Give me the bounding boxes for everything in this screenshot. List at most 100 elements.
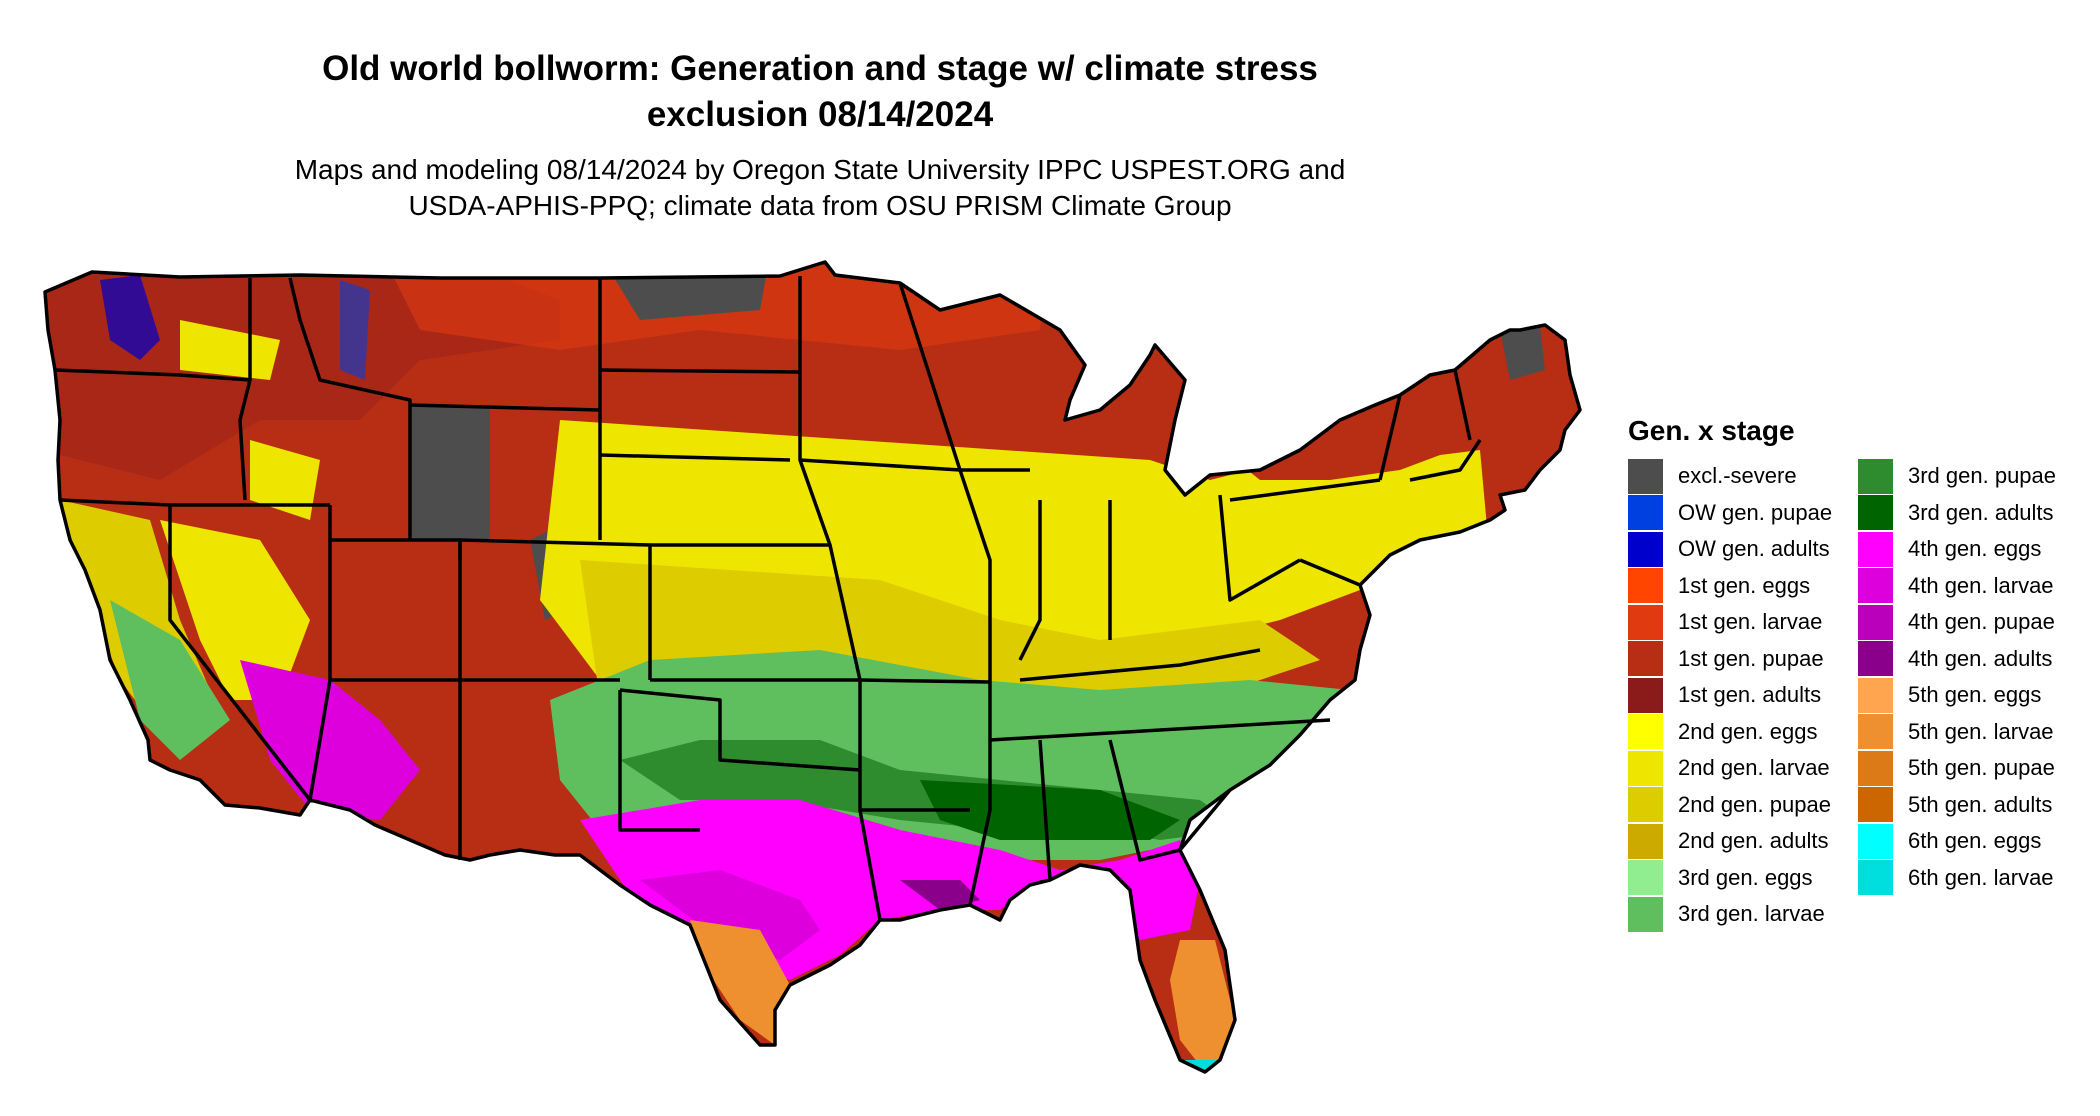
zone-4th-adults-louisiana [900, 880, 980, 910]
border-ny-vt [1378, 394, 1402, 481]
legend-swatch [1628, 568, 1663, 604]
legend-swatch [1858, 495, 1893, 531]
legend-item: 2nd gen. pupae [1628, 787, 1832, 824]
legend-label: 1st gen. eggs [1678, 572, 1811, 598]
legend-label: 4th gen. eggs [1908, 536, 2042, 562]
legend-swatch [1858, 787, 1893, 823]
legend-item: OW gen. adults [1628, 531, 1832, 568]
legend-label: 5th gen. larvae [1908, 718, 2054, 744]
legend-swatch [1628, 495, 1663, 531]
zone-1st-pupae-utah [330, 560, 460, 660]
border-mississippi-river [958, 469, 992, 906]
legend-item: 6th gen. eggs [1858, 823, 2056, 860]
legend-label: 3rd gen. larvae [1678, 901, 1825, 927]
zone-4th-larvae-texas [640, 870, 820, 960]
legend-item: 2nd gen. larvae [1628, 750, 1832, 787]
zone-5th-larvae-florida [1170, 940, 1235, 1072]
legend-item: 3rd gen. pupae [1858, 458, 2056, 495]
legend-label: 3rd gen. eggs [1678, 864, 1813, 890]
legend-swatch [1858, 750, 1893, 786]
legend-item: 2nd gen. eggs [1628, 714, 1832, 751]
zone-5th-larvae-south-texas [690, 920, 790, 1045]
legend-label: 2nd gen. eggs [1678, 718, 1818, 744]
border-wi-west [898, 282, 962, 471]
legend-label: 5th gen. adults [1908, 791, 2053, 817]
legend-item: 4th gen. pupae [1858, 604, 2056, 641]
border-mn-ia-mo [798, 276, 862, 681]
zone-ow-pupae-rockies [340, 280, 370, 380]
legend-label: 5th gen. pupae [1908, 755, 2055, 781]
legend-label: 1st gen. pupae [1678, 645, 1824, 671]
border-oh-pa-wv [1218, 494, 1301, 602]
border-id-west [238, 278, 252, 501]
legend-item: 3rd gen. eggs [1628, 860, 1832, 897]
border-ok-tx [619, 688, 861, 772]
legend-label: 4th gen. pupae [1908, 609, 2055, 635]
legend-label: 2nd gen. adults [1678, 828, 1829, 854]
zone-2nd-larvae-idaho [180, 320, 280, 380]
legend-item: 5th gen. eggs [1858, 677, 2056, 714]
us-outline [43, 260, 1582, 1074]
map-subtitle-line: USDA-APHIS-PPQ; climate data from OSU PR… [408, 190, 1232, 221]
legend-label: OW gen. pupae [1678, 499, 1833, 525]
zone-4th-larvae-arizona [240, 660, 420, 820]
legend-title: Gen. x stage [1628, 415, 1795, 446]
border-ca-nv-az [168, 505, 312, 802]
map-title-line: exclusion 08/14/2024 [646, 95, 994, 134]
legend-swatch [1628, 604, 1663, 640]
legend-swatch [1858, 714, 1893, 750]
legend-item: 3rd gen. larvae [1628, 896, 1832, 933]
border-mo-ar [859, 678, 991, 684]
map-title-line: Old world bollworm: Generation and stage… [322, 49, 1318, 88]
stage-shading [45, 262, 1580, 1072]
legend-item: 1st gen. larvae [1628, 604, 1832, 641]
legend-swatch [1628, 823, 1663, 859]
legend-label: OW gen. adults [1678, 536, 1830, 562]
border-ms-al [1038, 739, 1052, 881]
legend-label: 2nd gen. larvae [1678, 755, 1830, 781]
border-new-england [1409, 439, 1482, 482]
legend-label: 1st gen. adults [1678, 682, 1822, 708]
zone-3rd-adults-gulf [920, 780, 1180, 840]
border-nm-tx [618, 690, 700, 832]
legend-swatch [1858, 860, 1893, 896]
legend-item: 4th gen. larvae [1858, 568, 2056, 605]
legend-item: 5th gen. pupae [1858, 750, 2056, 787]
border-il-in [1018, 500, 1042, 661]
zone-excl-wyoming [410, 405, 490, 540]
legend-item: excl.-severe [1628, 458, 1832, 495]
legend-swatch [1628, 860, 1663, 896]
border-mt-wy [409, 403, 601, 412]
legend-column: excl.-severe OW gen. pupae OW gen. adults 1… [1628, 458, 1832, 933]
legend-label: 5th gen. eggs [1908, 682, 2042, 708]
legend-label: 2nd gen. pupae [1678, 791, 1831, 817]
legend-label: 3rd gen. pupae [1908, 463, 2057, 489]
border-tn-north [1019, 648, 1261, 682]
legend-item: OW gen. pupae [1628, 495, 1832, 532]
legend-swatch [1858, 604, 1893, 640]
legend-swatch [1858, 823, 1893, 859]
legend-item: 5th gen. adults [1858, 787, 2056, 824]
legend-swatch [1628, 677, 1663, 713]
border-id-mt-wy [288, 277, 412, 540]
legend-item: 1st gen. pupae [1628, 641, 1832, 678]
zone-ow-adults-cascades [100, 275, 160, 360]
legend-item: 1st gen. eggs [1628, 568, 1832, 605]
border-ga-sc [1178, 788, 1232, 852]
legend-swatch [1628, 641, 1663, 677]
legend-label: 4th gen. larvae [1908, 572, 2054, 598]
zone-2nd-larvae-oregon [250, 440, 320, 520]
legend-label: 6th gen. larvae [1908, 864, 2054, 890]
legend-swatch [1628, 714, 1663, 750]
border-tn-south [989, 718, 1331, 742]
map-title: Old world bollworm: Generation and stage… [180, 46, 1460, 138]
zone-2nd-larvae-nevada [160, 520, 310, 700]
legend-label: 3rd gen. adults [1908, 499, 2054, 525]
border-vt-nh-me [1453, 369, 1472, 441]
border-al-ga [1108, 739, 1181, 862]
border-md [1299, 558, 1361, 587]
legend-swatch [1858, 568, 1893, 604]
legend-item: 4th gen. eggs [1858, 531, 2056, 568]
map-subtitle-line: Maps and modeling 08/14/2024 by Oregon S… [294, 154, 1346, 185]
legend-label: 4th gen. adults [1908, 645, 2053, 671]
